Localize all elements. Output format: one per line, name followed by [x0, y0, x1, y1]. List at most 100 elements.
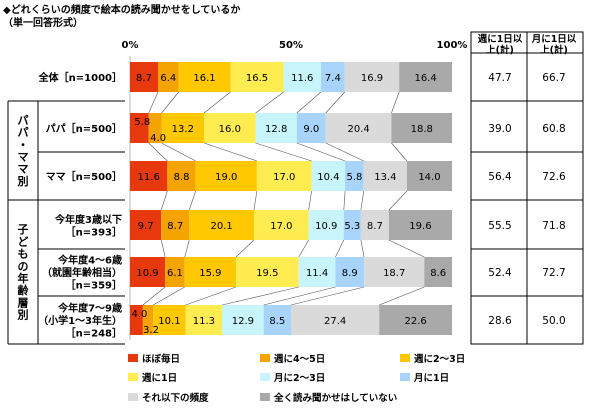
connector-line [308, 190, 312, 211]
legend-label: 週に2～3日 [414, 353, 465, 365]
bar-segment [130, 161, 168, 191]
bar-segment [235, 257, 299, 287]
bar-segment [335, 257, 365, 287]
bar-segment [360, 210, 389, 240]
group-label-age: の [18, 260, 29, 273]
row-label: 全体［n=1000］ [38, 71, 122, 84]
bar-segment [363, 161, 407, 191]
data-label: 12.8 [265, 124, 287, 135]
bar-segment [222, 305, 264, 335]
legend-swatch [128, 393, 138, 401]
data-label: 8.7 [367, 221, 383, 232]
summary-value: 28.6 [488, 315, 512, 327]
connector-line [161, 91, 179, 114]
summary-value: 55.5 [488, 220, 511, 232]
row-label: （小学1～3年生） [38, 314, 122, 327]
legend-swatch [260, 373, 270, 381]
bar-segment [142, 305, 154, 335]
group-label-age: 齢 [18, 283, 30, 297]
summary-value: 71.8 [542, 220, 565, 232]
data-label: 8.5 [269, 316, 285, 327]
connector-line [142, 286, 166, 306]
connector-line [360, 190, 365, 211]
bar-segment [148, 113, 162, 143]
legend-swatch [400, 373, 410, 381]
data-label: 15.9 [199, 268, 221, 279]
bar-segment [291, 305, 380, 335]
data-label: 16.0 [219, 124, 241, 135]
connector-line [222, 286, 299, 306]
bar-segment [178, 62, 231, 92]
data-label: 7.4 [325, 73, 341, 84]
connector-line [253, 190, 258, 211]
summary-value: 52.4 [488, 267, 512, 279]
data-label: 16.9 [361, 73, 383, 84]
summary-header: 上(計) [486, 44, 514, 56]
data-label: 22.6 [404, 316, 426, 327]
group-label-parent: パ [18, 114, 29, 127]
data-label: 10.9 [136, 268, 158, 279]
legend-swatch [128, 373, 138, 381]
group-label-parent: マ [18, 163, 29, 176]
connector-line [160, 239, 166, 258]
group-label-age: 子 [18, 223, 29, 236]
group-label-age: 年 [18, 271, 29, 285]
connector-line [160, 190, 168, 211]
bar-segment [320, 62, 345, 92]
connector-line [255, 142, 312, 162]
data-label: 8.9 [342, 268, 358, 279]
summary-value: 56.4 [488, 171, 512, 183]
bar-segment [253, 210, 309, 240]
bar-segment [263, 305, 291, 335]
connector-line [290, 286, 365, 306]
legend-label: 全く読み聞かせはしていない [273, 392, 397, 404]
connector-line [235, 239, 255, 258]
connector-line [161, 142, 196, 162]
bar-segment [204, 113, 256, 143]
bar-segment [283, 62, 321, 92]
data-label: 11.6 [291, 73, 313, 84]
data-label: 3.2 [143, 325, 159, 336]
connector-line [325, 142, 364, 162]
data-label: 8.8 [174, 172, 190, 183]
legend-label: 週に4～5日 [274, 353, 325, 365]
bar-segment [256, 161, 312, 191]
summary-value: 60.8 [542, 123, 565, 135]
data-label: 9.0 [303, 124, 319, 135]
summary-value: 72.6 [542, 171, 566, 183]
summary-value: 47.7 [488, 72, 511, 84]
data-label: 17.0 [270, 221, 292, 232]
connector-line [153, 286, 185, 306]
data-label: 19.0 [215, 172, 237, 183]
data-label: 20.1 [210, 221, 232, 232]
connector-line [388, 190, 408, 211]
bar-segment [379, 305, 452, 335]
connector-line [343, 190, 346, 211]
group-label-age: も [18, 248, 29, 261]
connector-line [184, 239, 190, 258]
axis-tick-label: 100% [437, 40, 468, 51]
data-label: 4.0 [131, 309, 147, 320]
data-label: 13.4 [374, 172, 396, 183]
group-label-parent: マ [18, 151, 29, 164]
data-label: 19.5 [256, 268, 278, 279]
summary-header: 月に1日以 [531, 34, 577, 45]
bar-segment [311, 161, 346, 191]
group-label-age: 別 [17, 308, 29, 322]
data-label: 8.7 [167, 221, 183, 232]
bar-segment [298, 257, 336, 287]
bar-segment [345, 161, 364, 191]
row-label: ［n=359］ [66, 279, 122, 292]
bar-segment [161, 210, 190, 240]
row-label: 今年度7～9歳 [57, 302, 122, 315]
bar-segment [325, 113, 392, 143]
data-label: 8.7 [136, 73, 152, 84]
data-label: 27.4 [324, 316, 346, 327]
data-label: 6.4 [160, 73, 176, 84]
bar-segment [308, 210, 344, 240]
data-label: 19.6 [409, 221, 431, 232]
connector-line [263, 286, 336, 306]
bar-segment [344, 62, 400, 92]
summary-value: 66.7 [542, 72, 565, 84]
summary-header: 週に1日以 [478, 33, 523, 45]
